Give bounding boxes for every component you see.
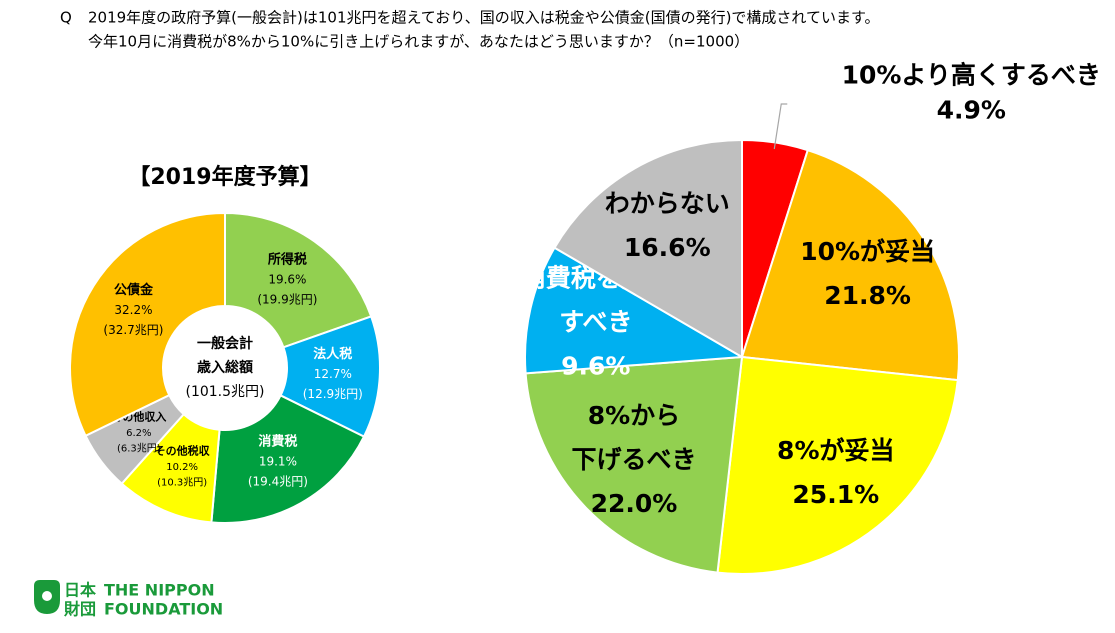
- center-label: 一般会計: [197, 335, 253, 352]
- center-label: (101.5兆円): [185, 384, 264, 400]
- leader-line: [773, 103, 788, 150]
- value-label: 25.1%: [792, 480, 879, 509]
- slice-label: 法人税: [313, 346, 352, 362]
- value-label: 19.6%: [268, 272, 306, 286]
- slice: [224, 211, 373, 349]
- slice-label: 10%より高くするべき: [842, 60, 1101, 89]
- logo-text: 日本: [64, 581, 96, 600]
- logo-text: THE NIPPON: [104, 581, 215, 600]
- value-label: 9.6%: [561, 351, 630, 380]
- value-label: 12.7%: [314, 367, 352, 381]
- value-label: 21.8%: [824, 281, 911, 310]
- slice-label: 8%が妥当: [777, 436, 894, 465]
- logo-text: FOUNDATION: [104, 600, 223, 619]
- value-label: (12.9兆円): [303, 387, 363, 401]
- logo: 日本 財団 THE NIPPON FOUNDATION: [34, 580, 223, 619]
- slice-label: わからない: [605, 189, 730, 218]
- value-label: (6.3兆円): [117, 443, 161, 455]
- center-label: 歳入総額: [197, 359, 253, 376]
- slice-label: 公債金: [114, 282, 154, 298]
- value-label: 10.2%: [166, 462, 198, 473]
- value-label: (19.4兆円): [248, 475, 308, 489]
- value-label: (19.9兆円): [257, 292, 317, 306]
- value-label: (32.7兆円): [103, 323, 163, 337]
- slice-label: その他税収: [155, 444, 211, 458]
- slice-label: 下げるべき: [571, 445, 696, 474]
- value-label: 19.1%: [259, 455, 297, 469]
- slice: [524, 355, 744, 574]
- slice-label: すべき: [559, 307, 632, 336]
- slice: [716, 355, 959, 575]
- value-label: 6.2%: [126, 428, 151, 439]
- value-label: 16.6%: [624, 233, 711, 262]
- question-line: 2019年度の政府予算(一般会計)は101兆円を超えており、国の収入は税金や公債…: [88, 9, 879, 27]
- slice-label: 8%から: [588, 401, 680, 430]
- donut-title: 【2019年度予算】: [128, 164, 321, 190]
- question-marker: Q: [60, 9, 72, 27]
- slice: [553, 138, 743, 359]
- slice-label: 所得税: [268, 251, 307, 267]
- value-label: 22.0%: [591, 489, 678, 518]
- slice: [210, 394, 366, 524]
- logo-text: 財団: [64, 600, 96, 619]
- slice-label: 消費税: [258, 434, 297, 450]
- value-label: (10.3兆円): [157, 477, 207, 489]
- logo-icon: [42, 591, 52, 601]
- question-line: 今年10月に消費税が8%から10%に引き上げられますが、あなたはどう思いますか？…: [88, 33, 749, 51]
- slice: [740, 148, 960, 382]
- slice: [69, 211, 226, 438]
- slice: [524, 246, 746, 375]
- slice-label: 10%が妥当: [800, 237, 935, 266]
- value-label: 4.9%: [937, 95, 1006, 124]
- value-label: 32.2%: [114, 303, 152, 317]
